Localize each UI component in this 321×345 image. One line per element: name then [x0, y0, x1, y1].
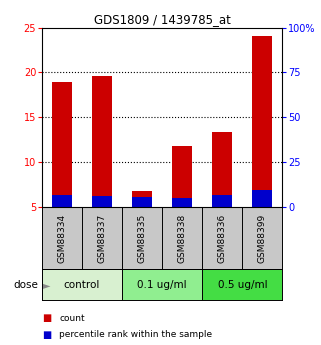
Text: ■: ■ [42, 330, 51, 339]
Text: GSM88334: GSM88334 [57, 214, 66, 263]
Bar [202, 269, 282, 300]
Text: GSM88336: GSM88336 [218, 214, 227, 263]
Bar [212, 132, 232, 207]
Text: control: control [64, 280, 100, 289]
Bar [92, 76, 112, 207]
Bar [92, 196, 112, 207]
Bar [172, 198, 192, 207]
Bar [212, 195, 232, 207]
Text: GSM88337: GSM88337 [97, 214, 107, 263]
Text: percentile rank within the sample: percentile rank within the sample [59, 330, 213, 339]
Bar [132, 197, 152, 207]
Text: GSM88399: GSM88399 [258, 214, 267, 263]
Title: GDS1809 / 1439785_at: GDS1809 / 1439785_at [94, 13, 230, 27]
Bar [122, 269, 202, 300]
Bar [252, 36, 273, 207]
Bar [52, 82, 72, 207]
Text: dose: dose [14, 280, 39, 289]
Text: 0.5 ug/ml: 0.5 ug/ml [218, 280, 267, 289]
Text: 0.1 ug/ml: 0.1 ug/ml [137, 280, 187, 289]
Text: ►: ► [43, 280, 51, 289]
Text: count: count [59, 314, 85, 323]
Bar [252, 190, 273, 207]
Bar [132, 191, 152, 207]
Bar [172, 146, 192, 207]
Bar [42, 269, 122, 300]
Text: GSM88335: GSM88335 [137, 214, 147, 263]
Text: GSM88338: GSM88338 [178, 214, 187, 263]
Text: ■: ■ [42, 313, 51, 323]
Bar [52, 195, 72, 207]
